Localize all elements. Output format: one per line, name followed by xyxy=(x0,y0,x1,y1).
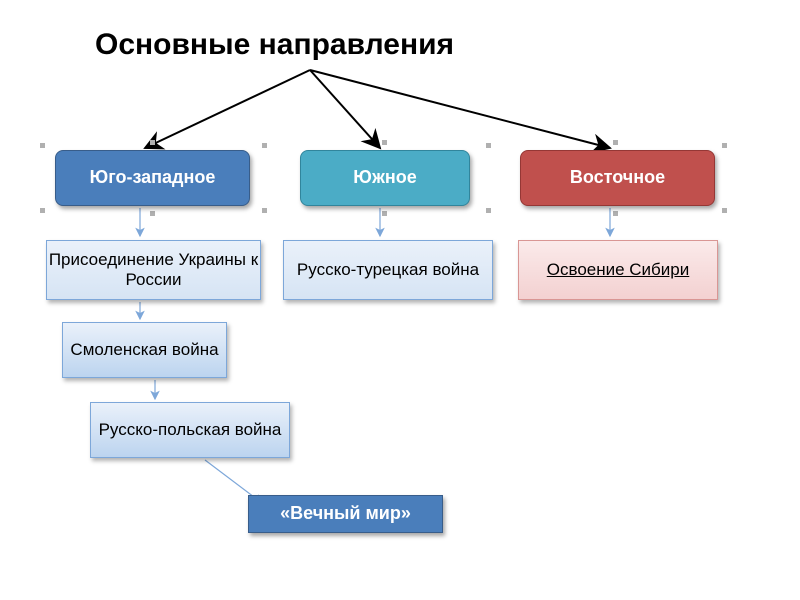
box-russo-polish: Русско-польская война xyxy=(90,402,290,458)
box-eternal-peace: «Вечный мир» xyxy=(248,495,443,533)
box-siberia: Освоение Сибири xyxy=(518,240,718,300)
box-russo-turkish-label: Русско-турецкая война xyxy=(297,260,479,280)
box-smolensk: Смоленская война xyxy=(62,322,227,378)
box-east-label: Восточное xyxy=(570,167,665,189)
box-south-label: Южное xyxy=(353,167,416,189)
arrow-to-south xyxy=(310,70,380,148)
box-siberia-label: Освоение Сибири xyxy=(547,260,690,280)
box-east: Восточное xyxy=(520,150,715,206)
box-russo-polish-label: Русско-польская война xyxy=(99,420,282,440)
arrow-to-east xyxy=(310,70,610,148)
box-eternal-peace-label: «Вечный мир» xyxy=(280,503,411,525)
page-title: Основные направления xyxy=(95,25,535,65)
arrow-to-southwest xyxy=(145,70,310,148)
box-south: Южное xyxy=(300,150,470,206)
box-smolensk-label: Смоленская война xyxy=(70,340,218,360)
box-ukraine-label: Присоединение Украины к России xyxy=(47,250,260,291)
box-russo-turkish: Русско-турецкая война xyxy=(283,240,493,300)
box-southwest-label: Юго-западное xyxy=(90,167,216,189)
box-southwest: Юго-западное xyxy=(55,150,250,206)
box-ukraine: Присоединение Украины к России xyxy=(46,240,261,300)
